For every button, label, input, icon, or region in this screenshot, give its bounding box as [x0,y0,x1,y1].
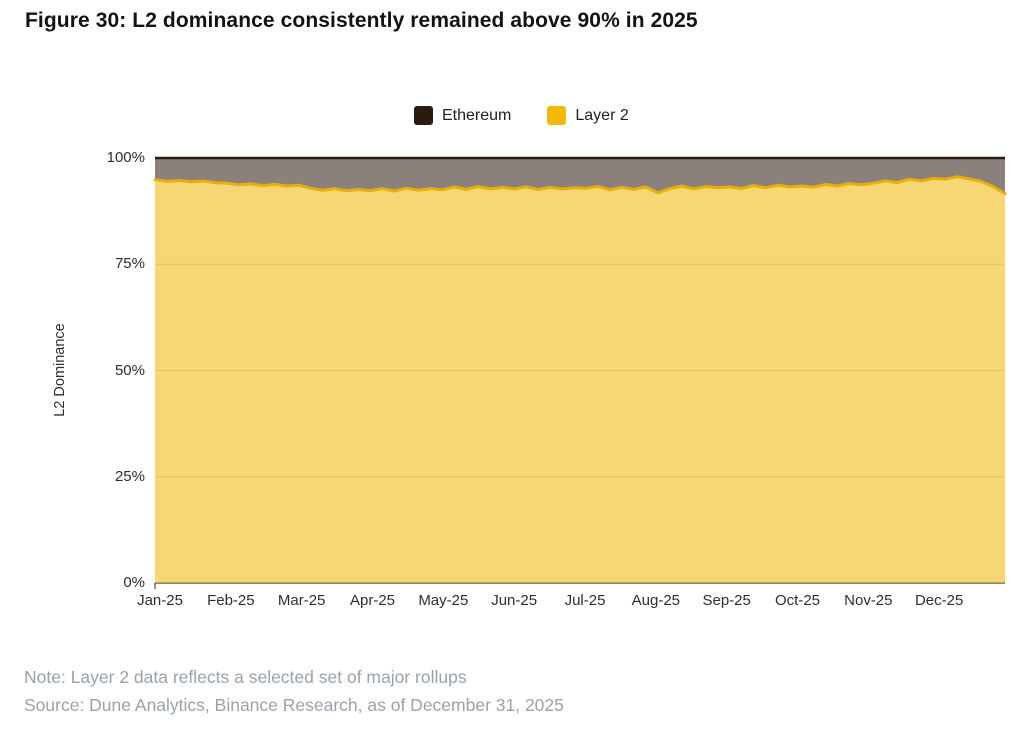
x-tick-label: Aug-25 [631,592,681,609]
chart-source: Source: Dune Analytics, Binance Research… [24,695,564,715]
legend-label-ethereum: Ethereum [442,106,512,124]
x-tick-label: Feb-25 [207,592,255,609]
x-tick-label: May-25 [418,592,469,609]
legend-item-ethereum: Ethereum [414,106,511,125]
x-tick-label: Sep-25 [702,592,751,609]
legend-label-layer2: Layer 2 [575,106,629,124]
y-tick-label: 100% [106,149,145,166]
x-tick-label: Nov-25 [844,592,893,609]
legend-item-layer2: Layer 2 [547,106,629,125]
x-tick-label: Jun-25 [491,592,538,609]
x-tick-label: Apr-25 [349,592,396,609]
chart-note: Note: Layer 2 data reflects a selected s… [24,667,467,687]
x-tick-label: Dec-25 [914,592,964,609]
x-tick-label: Oct-25 [774,592,820,609]
chart-legend: Ethereum Layer 2 [414,106,629,125]
layer2-swatch-icon [547,106,567,125]
y-tick-label: 25% [114,467,145,485]
x-tick-label: Jul-25 [564,592,606,609]
figure-title: Figure 30: L2 dominance consistently rem… [25,9,698,32]
y-tick-label: 75% [114,255,145,273]
y-tick-label: 0% [123,574,145,591]
ethereum-swatch-icon [414,106,433,125]
y-tick-label: 50% [114,361,145,379]
y-axis-title: L2 Dominance [52,323,68,417]
x-tick-label: Jan-25 [137,592,183,609]
x-tick-label: Mar-25 [277,592,326,609]
